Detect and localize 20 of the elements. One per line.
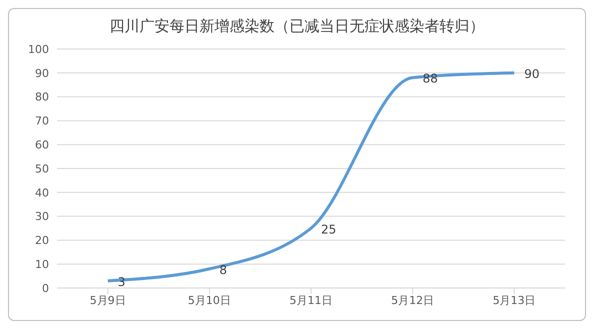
y-tick-label: 30 bbox=[35, 210, 49, 224]
y-tick-label: 10 bbox=[35, 258, 49, 272]
y-tick-label: 90 bbox=[35, 66, 49, 80]
y-tick-label: 100 bbox=[28, 42, 49, 56]
x-tick-label: 5月13日 bbox=[492, 294, 536, 307]
y-tick-label: 20 bbox=[35, 234, 49, 248]
y-tick-label: 50 bbox=[35, 162, 49, 176]
data-label: 90 bbox=[524, 66, 540, 81]
x-tick-label: 5月12日 bbox=[391, 294, 434, 307]
chart-title: 四川广安每日新增感染数（已减当日无症状感染者转归） bbox=[108, 17, 486, 37]
x-tick-label: 5月9日 bbox=[90, 294, 126, 307]
y-tick-label: 0 bbox=[42, 282, 49, 295]
x-tick-label: 5月10日 bbox=[188, 294, 231, 307]
data-label: 25 bbox=[321, 222, 336, 236]
y-tick-label: 80 bbox=[35, 90, 49, 104]
x-tick-label: 5月11日 bbox=[290, 294, 332, 307]
y-tick-label: 60 bbox=[35, 138, 49, 152]
y-tick-label: 40 bbox=[35, 186, 49, 200]
y-tick-label: 70 bbox=[35, 114, 49, 128]
data-label: 8 bbox=[219, 262, 228, 277]
